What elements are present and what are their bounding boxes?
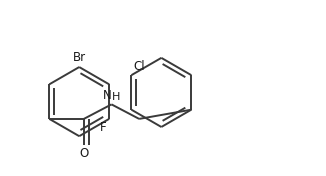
Text: N: N bbox=[103, 89, 111, 102]
Text: H: H bbox=[112, 92, 120, 102]
Text: Cl: Cl bbox=[134, 59, 145, 73]
Text: Br: Br bbox=[73, 51, 86, 64]
Text: F: F bbox=[100, 121, 107, 134]
Text: O: O bbox=[79, 147, 88, 161]
